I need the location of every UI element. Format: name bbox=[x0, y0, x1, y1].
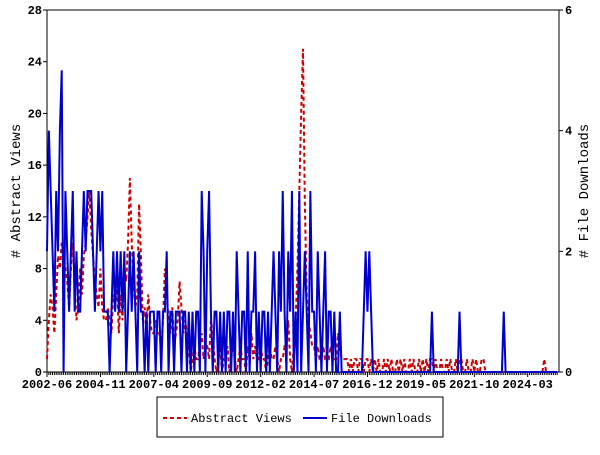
x-tick-label: 2007-04 bbox=[129, 378, 179, 392]
y2-tick-label: 0 bbox=[565, 366, 572, 380]
y2-axis-title: # File Downloads bbox=[577, 124, 593, 258]
legend-label: File Downloads bbox=[331, 412, 432, 426]
x-tick-label: 2002-06 bbox=[22, 378, 72, 392]
y-tick-label: 24 bbox=[28, 56, 42, 70]
y2-tick-label: 4 bbox=[565, 125, 572, 139]
x-tick-label: 2016-12 bbox=[342, 378, 392, 392]
series-line bbox=[46, 48, 558, 373]
x-tick-label: 2009-09 bbox=[182, 378, 232, 392]
x-tick-label: 2024-03 bbox=[502, 378, 552, 392]
legend-box bbox=[156, 396, 444, 438]
x-tick-label: 2019-05 bbox=[396, 378, 446, 392]
x-tick-label: 2021-10 bbox=[449, 378, 499, 392]
y-tick-label: 12 bbox=[28, 211, 42, 225]
legend-label: Abstract Views bbox=[191, 412, 292, 426]
x-tick-label: 2014-07 bbox=[289, 378, 339, 392]
y-tick-label: 4 bbox=[35, 314, 42, 328]
y-axis-title: # Abstract Views bbox=[9, 124, 25, 258]
x-tick-label: 2012-02 bbox=[235, 378, 285, 392]
y-tick-label: 8 bbox=[35, 263, 42, 277]
y-tick-label: 28 bbox=[28, 4, 42, 18]
series-line bbox=[46, 70, 558, 373]
y2-tick-label: 2 bbox=[565, 245, 572, 259]
y-tick-label: 16 bbox=[28, 159, 42, 173]
y-tick-label: 0 bbox=[35, 366, 42, 380]
y2-tick-label: 6 bbox=[565, 4, 572, 18]
y-tick-label: 20 bbox=[28, 107, 42, 121]
x-tick-label: 2004-11 bbox=[75, 378, 125, 392]
